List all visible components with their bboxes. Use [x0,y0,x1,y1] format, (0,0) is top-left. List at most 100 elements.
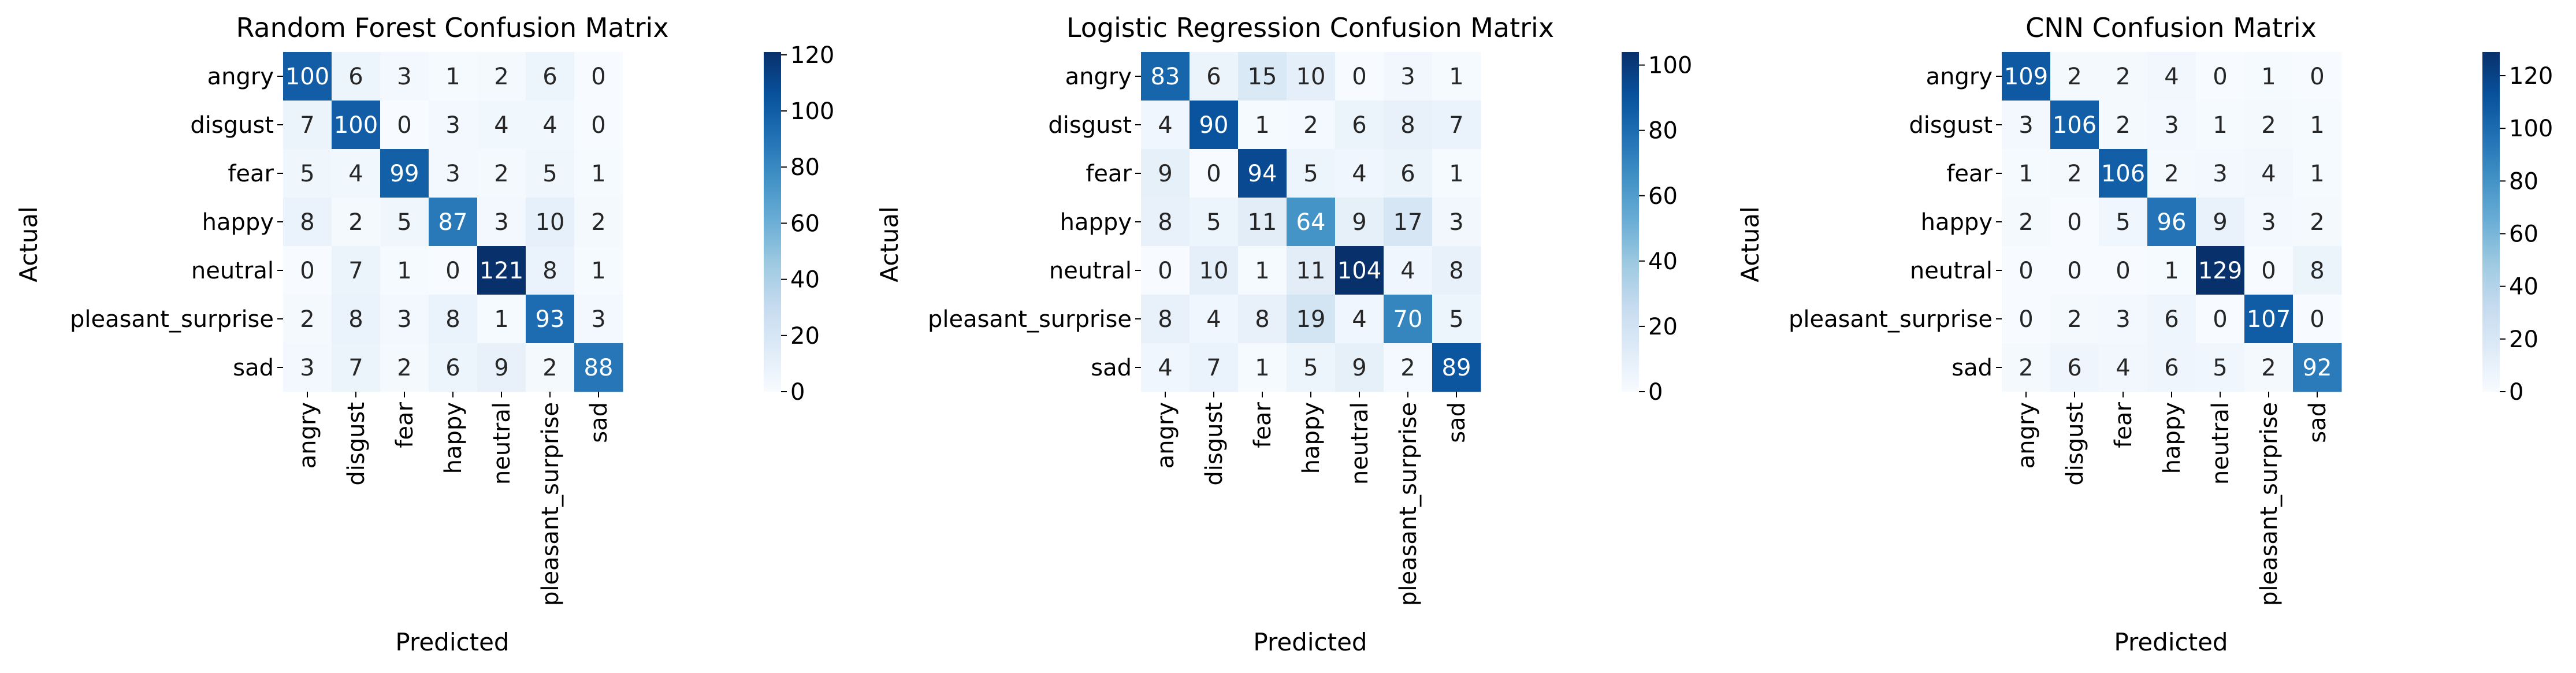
heatmap-cell [380,149,429,198]
colorbar-tick-label: 0 [1648,379,1663,406]
heatmap-cell [429,343,478,392]
heatmap-cell [2244,149,2294,198]
cell-value-label: 9 [1352,355,1366,381]
cell-value-label: 1 [494,306,508,333]
colorbar-tick-label: 20 [1648,314,1678,340]
cell-value-label: 3 [445,161,460,187]
cell-value-label: 89 [1442,355,1471,381]
heatmap-cell [1384,343,1433,392]
cell-value-label: 2 [2067,161,2081,187]
cell-value-label: 90 [1199,112,1229,139]
heatmap-cell [1287,343,1336,392]
cell-value-label: 4 [1400,258,1415,284]
heatmap-cell [526,246,575,295]
colorbar-gradient [2482,52,2500,392]
x-tick-labels: angry disgust fear happy neutral pleasant_sur… [2013,392,2331,606]
heatmap-cell [574,198,623,247]
heatmap-cell [1141,198,1190,247]
cell-value-label: 104 [1337,258,1381,284]
heatmap-cell [1190,149,1239,198]
heatmap-cell [2002,343,2051,392]
x-tick-label: disgust [2062,402,2088,486]
heatmap-cell [477,343,526,392]
cell-value-label: 3 [397,64,411,90]
colorbar-tick-label: 120 [2509,63,2553,90]
heatmap-cell [429,246,478,295]
heatmap-cell [1432,246,1481,295]
cell-value-label: 2 [397,355,411,381]
y-tick-label: pleasant_surprise [928,306,1132,333]
colorbar-gradient [1622,52,1639,392]
heatmap-cell [2002,149,2051,198]
heatmap-cell [526,101,575,150]
cell-value-label: 5 [300,161,314,187]
heatmap-cell [1287,295,1336,344]
cell-value-label: 2 [591,209,605,236]
colorbar-tick-label: 40 [2509,274,2538,300]
heatmap-cell [2099,101,2148,150]
colorbar-tick-label: 100 [2509,116,2553,142]
x-tick-label: disgust [1201,402,1228,486]
cell-value-label: 129 [2198,258,2242,284]
heatmap-cell [1141,246,1190,295]
heatmap-cell [283,52,332,101]
heatmap-cells: 100 6 3 1 2 6 07 100 0 3 4 4 05 4 99 3 2 5 18 2 5 87 3 10 20 7 1 0 1… [283,52,623,392]
heatmap-cell [1384,52,1433,101]
heatmap-cell [526,149,575,198]
y-tick-labels: angry disgust fear happy neutral pleasant_sur… [928,64,1141,381]
colorbar-tick-label: 80 [2509,168,2538,195]
cell-value-label: 8 [1400,112,1415,139]
heatmap-cell [2244,101,2294,150]
heatmap-cell [1287,52,1336,101]
heatmap-cell [2099,52,2148,101]
cell-value-label: 3 [2164,112,2179,139]
heatmap-cell [2002,246,2051,295]
heatmap-cell [1384,149,1433,198]
cell-value-label: 94 [1248,161,1277,187]
cell-value-label: 10 [536,209,565,236]
x-tick-label: disgust [343,402,370,486]
heatmap-cell [283,101,332,150]
cell-value-label: 100 [334,112,378,139]
cell-value-label: 19 [1296,306,1326,333]
cell-value-label: 2 [2019,209,2033,236]
x-tick-label: happy [1298,402,1325,474]
panel-title: Logistic Regression Confusion Matrix [1066,12,1554,43]
heatmap-cell [2050,101,2099,150]
heatmap-cell [2196,198,2245,247]
cell-value-label: 3 [2213,161,2227,187]
heatmap-cell [1335,101,1384,150]
heatmap-cell [2196,343,2245,392]
y-tick-label: neutral [1049,258,1132,284]
heatmap-cell [2050,343,2099,392]
y-tick-label: angry [1926,64,1993,90]
cell-value-label: 93 [536,306,565,333]
heatmap-cell [1141,295,1190,344]
colorbar-tick-label: 120 [790,42,834,69]
cell-value-label: 6 [1206,64,1221,90]
colorbar-tick-label: 100 [1648,53,1692,79]
heatmap-cell [2293,343,2342,392]
heatmap-cell [1190,101,1239,150]
y-tick-label: fear [228,161,274,187]
y-tick-label: fear [1086,161,1132,187]
heatmap-cell [429,101,478,150]
x-tick-label: angry [2013,402,2040,469]
cell-value-label: 100 [285,64,329,90]
cell-value-label: 5 [2213,355,2227,381]
cell-value-label: 64 [1296,209,1326,236]
colorbar-gradient [764,52,781,392]
heatmap-cell [2293,295,2342,344]
cell-value-label: 87 [438,209,468,236]
heatmap-cell [2002,295,2051,344]
cell-value-label: 1 [2019,161,2033,187]
cell-value-label: 8 [542,258,557,284]
cell-value-label: 5 [1303,161,1318,187]
heatmap-cell [2147,343,2196,392]
heatmap-cell [2002,52,2051,101]
cell-value-label: 1 [1449,64,1463,90]
colorbar-tick-label: 80 [1648,118,1678,144]
cell-value-label: 8 [1449,258,1463,284]
heatmap-cell [574,343,623,392]
